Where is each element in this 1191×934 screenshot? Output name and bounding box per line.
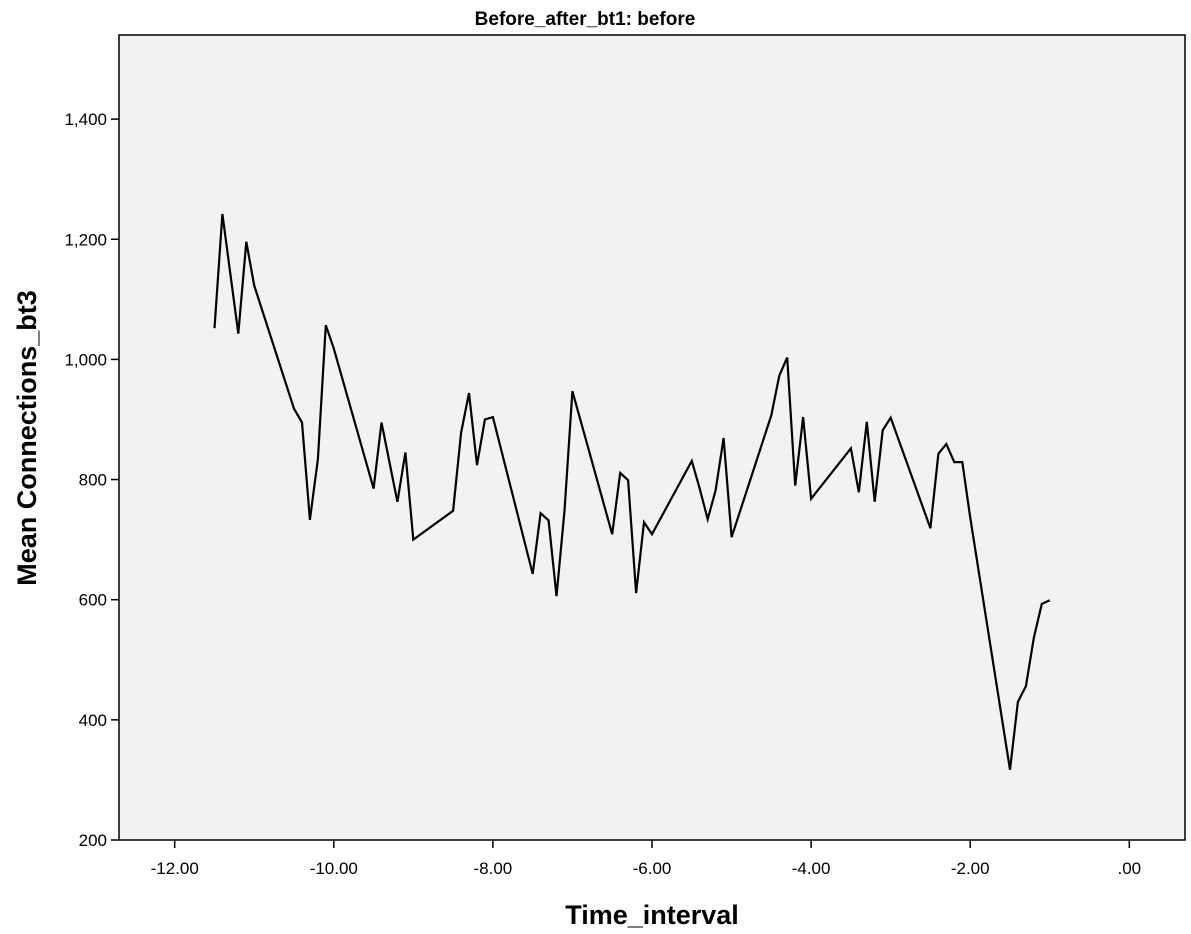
x-tick-label: -2.00: [951, 859, 990, 878]
series-line: [213, 213, 1051, 770]
y-tick-label: 1,200: [64, 230, 107, 249]
x-tick-label: -4.00: [792, 859, 831, 878]
y-tick-label: 800: [79, 471, 107, 490]
y-tick-label: 200: [79, 831, 107, 850]
y-axis: 200 400 600 800 1,000 1,200 1,400: [64, 110, 119, 850]
y-tick-label: 1,000: [64, 350, 107, 369]
x-tick-label: .00: [1117, 859, 1141, 878]
y-tick-label: 400: [79, 711, 107, 730]
x-tick-label: -12.00: [151, 859, 199, 878]
y-tick-label: 1,400: [64, 110, 107, 129]
plot-area: [118, 34, 1186, 841]
y-tick-label: 600: [79, 591, 107, 610]
x-axis-label: Time_interval: [565, 900, 739, 930]
y-axis-label: Mean Connections_bt3: [12, 290, 42, 586]
x-tick-label: -6.00: [633, 859, 672, 878]
x-tick-label: -10.00: [310, 859, 358, 878]
x-tick-label: -8.00: [474, 859, 513, 878]
x-axis: -12.00 -10.00 -8.00 -6.00 -4.00 -2.00 .00: [151, 840, 1141, 878]
chart-title: Before_after_bt1: before: [475, 9, 696, 30]
